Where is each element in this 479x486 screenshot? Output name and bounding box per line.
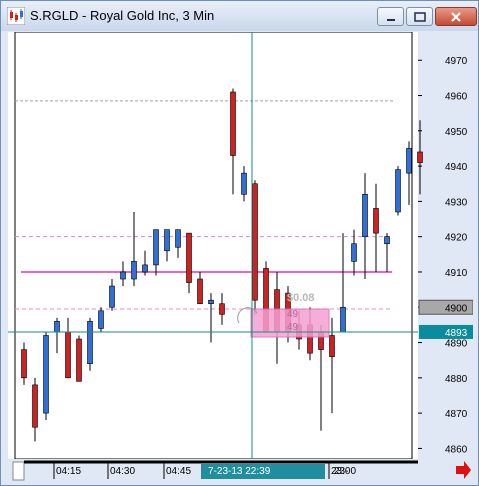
y-tick-label: 4890 [445, 339, 468, 350]
y-tick-label: 4940 [445, 162, 468, 173]
candle-body [373, 208, 379, 234]
price-chart[interactable]: $0.08 49 49 4970 4960 4950 4940 4930 4920 4910 490… [8, 31, 474, 484]
plot-frame [14, 31, 413, 460]
close-icon [451, 11, 461, 22]
candle-body [21, 349, 27, 379]
candle-body [406, 148, 412, 174]
x-tick-label: 04:15 [56, 466, 81, 477]
annotation-price-label: $0.08 [287, 292, 315, 304]
candle-body [417, 151, 423, 163]
annotation-arc [237, 307, 258, 324]
candle-body [340, 306, 346, 333]
y-tick-label: 4950 [445, 127, 468, 138]
candle-body [98, 310, 104, 329]
candle-body [54, 321, 60, 333]
x-tick-label: 23:00 [331, 466, 356, 477]
candle-body [252, 183, 258, 301]
maximize-button[interactable] [406, 7, 433, 26]
candle-body [197, 278, 203, 305]
minimize-button[interactable] [377, 7, 404, 26]
chart-area[interactable]: $0.08 49 49 4970 4960 4950 4940 4930 4920 4910 490… [8, 31, 474, 484]
candle-body [142, 264, 148, 273]
y-tick-label: 4930 [445, 197, 468, 208]
y-tick-label: 4920 [445, 233, 468, 244]
current-price-label: 4900 [445, 303, 468, 314]
candle-body [384, 236, 390, 245]
y-tick-label: 4880 [445, 374, 468, 385]
crosshair-time-marker [201, 464, 325, 479]
candle-body [186, 232, 192, 283]
candle-body [241, 172, 247, 195]
y-tick-label: 4970 [445, 56, 468, 67]
annotation-line-label: 49 [287, 322, 299, 333]
candle-body [351, 243, 357, 262]
candle-body [362, 194, 368, 237]
close-button[interactable] [435, 7, 477, 26]
title-bar[interactable]: S.RGLD - Royal Gold Inc, 3 Min [1, 1, 478, 31]
x-tick-label: 04:45 [166, 466, 191, 477]
crosshair-price-label: 4893 [445, 328, 468, 339]
y-tick-label: 4910 [445, 268, 468, 279]
x-tick-label: 04:30 [110, 466, 135, 477]
candle-body [32, 384, 38, 428]
annotation-line-label: 49 [287, 309, 299, 320]
candle-body [87, 321, 93, 365]
candle-body [43, 335, 49, 414]
minimize-icon [386, 18, 395, 21]
scroll-left-thumb[interactable] [12, 461, 25, 481]
candle-body [219, 303, 225, 315]
candle-body [109, 285, 115, 308]
y-tick-label: 4960 [445, 92, 468, 103]
candle-body [230, 91, 236, 156]
red-right-arrow-icon[interactable] [456, 461, 471, 479]
candle-body [395, 169, 401, 213]
candle-body [164, 229, 170, 252]
y-tick-label: 4860 [445, 444, 468, 455]
x-tick-label: 23- [334, 466, 348, 477]
candle-body [175, 229, 181, 248]
crosshair-price-marker [419, 324, 473, 339]
candle-body [208, 299, 214, 305]
y-tick-label: 4870 [445, 409, 468, 420]
candle-body [131, 261, 137, 280]
candle-body [65, 331, 71, 379]
candle-body [153, 229, 159, 266]
window-title: S.RGLD - Royal Gold Inc, 3 Min [30, 8, 215, 23]
candle-body [120, 271, 126, 280]
chart-app-icon [7, 7, 25, 25]
candle-body [76, 338, 82, 382]
y-axis-panel [418, 32, 473, 484]
maximize-icon [413, 11, 426, 22]
candle-body [329, 335, 335, 357]
crosshair-time-label: 7-23-13 22:39 [208, 466, 271, 477]
